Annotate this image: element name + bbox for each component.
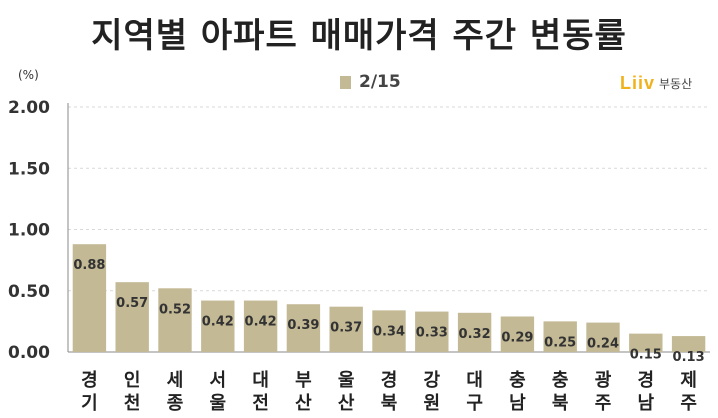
- y-axis-unit: (%): [18, 68, 39, 82]
- x-tick-label: 강: [424, 370, 441, 391]
- brand-logo: Liiv 부동산: [620, 73, 692, 94]
- x-tick-label: 경: [638, 370, 655, 391]
- x-tick-label: 부: [295, 370, 312, 391]
- brand-mark: Liiv: [620, 73, 656, 93]
- data-label: 0.39: [287, 318, 319, 333]
- bar: [243, 300, 278, 352]
- x-tick-label: 북: [552, 393, 569, 414]
- x-tick-label: 전: [252, 393, 269, 414]
- x-tick-label: 북: [381, 393, 398, 414]
- y-tick-label: 1.00: [8, 221, 50, 241]
- brand-text: 부동산: [659, 77, 693, 91]
- x-tick-label: 남: [638, 393, 655, 414]
- x-tick-label: 울: [338, 370, 355, 391]
- x-tick-label: 경: [81, 370, 98, 391]
- data-label: 0.52: [159, 302, 191, 317]
- data-label: 0.57: [116, 296, 148, 311]
- legend-label: 2/15: [359, 72, 401, 92]
- y-tick-label: 0.50: [8, 282, 50, 302]
- x-tick-label: 세: [167, 370, 184, 391]
- data-label: 0.42: [245, 315, 277, 330]
- legend: 2/15: [340, 72, 401, 92]
- data-label: 0.13: [673, 350, 705, 365]
- x-tick-label: 천: [124, 393, 141, 414]
- x-tick-label: 대: [466, 370, 483, 391]
- x-tick-label: 경: [381, 370, 398, 391]
- legend-swatch: [340, 75, 351, 89]
- x-tick-label: 기: [81, 393, 98, 414]
- data-label: 0.37: [330, 321, 362, 336]
- bar: [72, 244, 107, 352]
- y-tick-label: 2.00: [8, 98, 50, 118]
- x-tick-label: 인: [124, 370, 141, 391]
- x-tick-label: 주: [680, 393, 697, 414]
- bar: [671, 336, 706, 352]
- x-tick-label: 서: [210, 370, 227, 391]
- x-tick-label: 원: [424, 393, 441, 414]
- x-tick-label: 주: [595, 393, 612, 414]
- bar: [158, 288, 192, 352]
- x-tick-label: 산: [295, 393, 312, 414]
- y-tick-label: 0.00: [8, 343, 50, 363]
- bar: [415, 311, 449, 352]
- x-tick-label: 광: [595, 370, 612, 391]
- bar: [329, 306, 363, 352]
- x-tick-label: 제: [680, 370, 697, 391]
- bar: [457, 312, 492, 352]
- x-tick-label: 대: [252, 370, 269, 391]
- data-label: 0.24: [587, 337, 619, 352]
- x-tick-label: 종: [167, 393, 184, 414]
- bar: [500, 316, 535, 352]
- data-label: 0.88: [73, 258, 105, 273]
- x-tick-label: 충: [509, 370, 526, 391]
- bar: [543, 321, 577, 352]
- bar: [586, 322, 620, 352]
- x-tick-label: 남: [509, 393, 526, 414]
- x-tick-label: 산: [338, 393, 355, 414]
- data-label: 0.33: [416, 326, 448, 341]
- bar: [201, 300, 235, 352]
- x-tick-label: 구: [466, 393, 483, 414]
- data-label: 0.32: [459, 327, 491, 342]
- data-label: 0.25: [544, 335, 576, 350]
- chart-title: 지역별 아파트 매매가격 주간 변동률: [91, 16, 627, 56]
- data-label: 0.42: [202, 315, 234, 330]
- y-tick-label: 1.50: [8, 159, 50, 179]
- bar: [372, 310, 406, 352]
- bar: [115, 282, 149, 352]
- bar: [286, 304, 321, 352]
- data-label: 0.15: [630, 348, 662, 363]
- x-tick-label: 울: [210, 393, 227, 414]
- data-label: 0.29: [501, 330, 533, 345]
- x-tick-label: 충: [552, 370, 569, 391]
- bar: [629, 333, 663, 352]
- data-label: 0.34: [373, 324, 405, 339]
